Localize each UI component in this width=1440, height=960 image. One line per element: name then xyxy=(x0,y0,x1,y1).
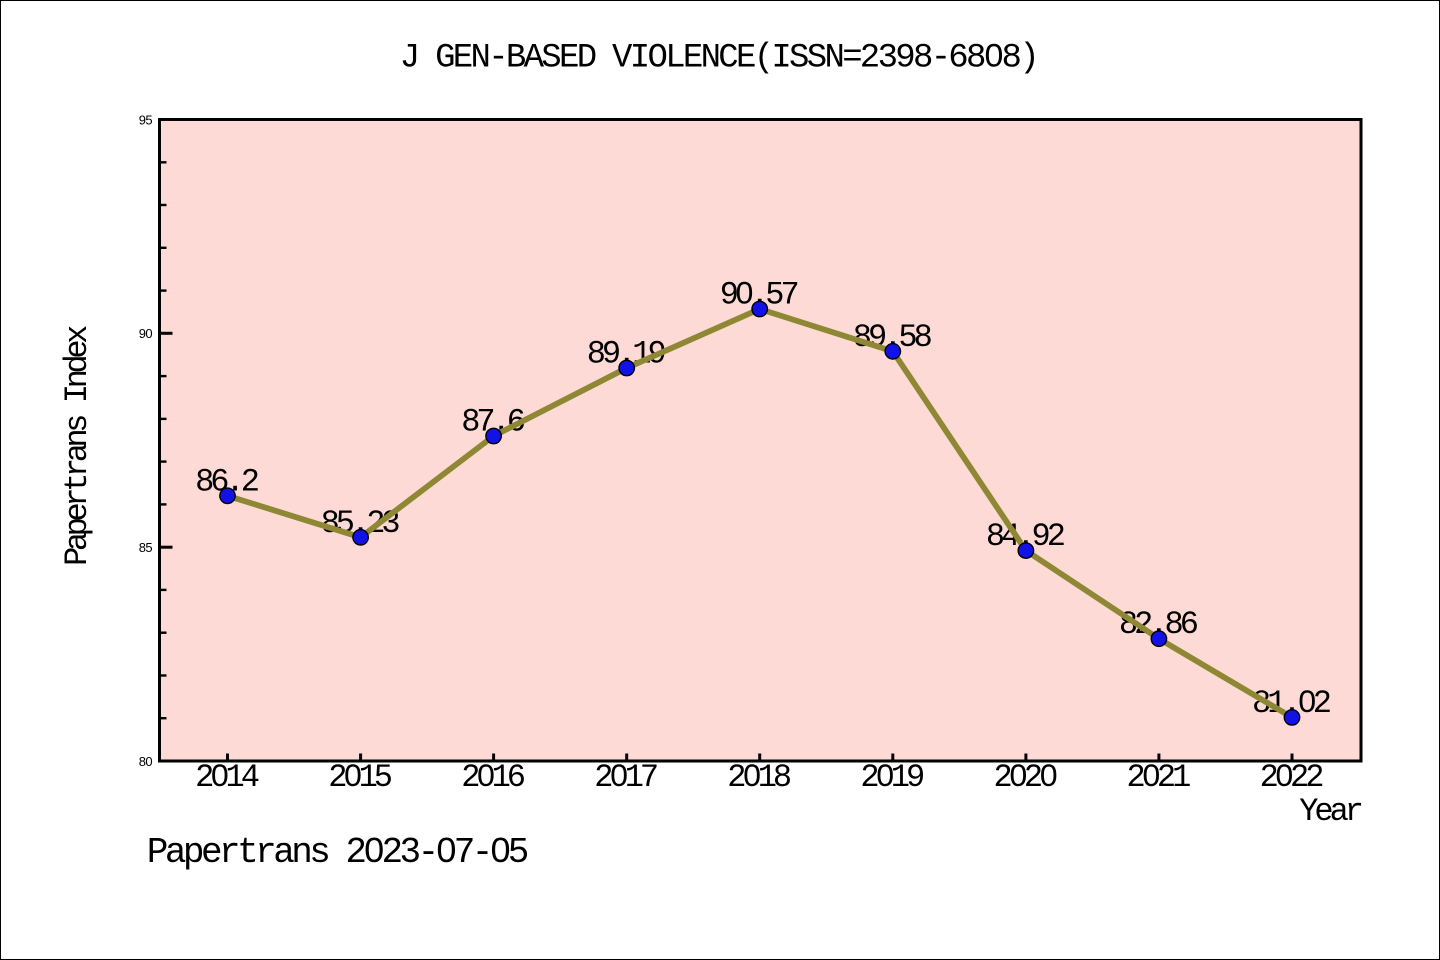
svg-text:80: 80 xyxy=(139,754,153,769)
svg-text:2016: 2016 xyxy=(461,759,526,796)
svg-text:Year: Year xyxy=(1299,793,1362,830)
svg-text:2017: 2017 xyxy=(594,759,659,796)
svg-text:Papertrans Index: Papertrans Index xyxy=(59,326,96,566)
svg-text:J GEN-BASED VIOLENCE(ISSN=2398: J GEN-BASED VIOLENCE(ISSN=2398-6808) xyxy=(400,40,1040,78)
svg-text:2018: 2018 xyxy=(727,759,792,796)
svg-text:90: 90 xyxy=(139,326,153,341)
svg-text:85: 85 xyxy=(139,540,153,555)
svg-text:2014: 2014 xyxy=(195,759,260,796)
svg-text:2015: 2015 xyxy=(328,759,393,796)
svg-text:2021: 2021 xyxy=(1126,759,1191,796)
svg-text:2019: 2019 xyxy=(860,759,925,796)
svg-text:Papertrans 2023-07-05: Papertrans 2023-07-05 xyxy=(147,832,530,873)
svg-text:95: 95 xyxy=(139,112,153,127)
svg-text:2022: 2022 xyxy=(1260,759,1325,796)
